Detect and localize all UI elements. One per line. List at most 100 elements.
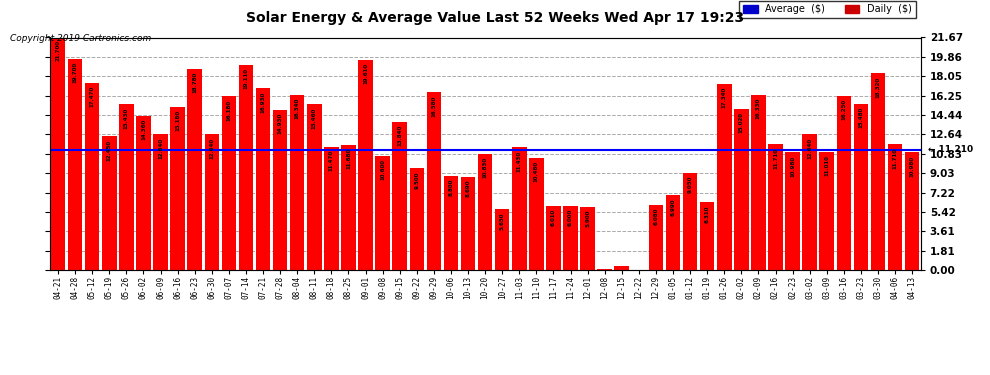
Bar bbox=[375, 156, 390, 270]
Bar bbox=[785, 152, 800, 270]
Text: 14.360: 14.360 bbox=[141, 119, 146, 140]
Text: Copyright 2019 Cartronics.com: Copyright 2019 Cartronics.com bbox=[10, 34, 151, 43]
Text: 18.320: 18.320 bbox=[875, 76, 880, 98]
Text: 17.470: 17.470 bbox=[90, 86, 95, 107]
Text: 15.180: 15.180 bbox=[175, 110, 180, 132]
Text: 16.180: 16.180 bbox=[227, 100, 232, 121]
Text: 6.010: 6.010 bbox=[550, 209, 556, 226]
Bar bbox=[580, 207, 595, 270]
Bar bbox=[444, 176, 458, 270]
Bar bbox=[768, 144, 783, 270]
Bar bbox=[307, 104, 322, 270]
Text: 11.470: 11.470 bbox=[329, 150, 334, 171]
Text: 19.610: 19.610 bbox=[363, 63, 368, 84]
Bar bbox=[853, 104, 868, 270]
Text: 19.700: 19.700 bbox=[72, 62, 77, 83]
Bar bbox=[648, 205, 663, 270]
Bar bbox=[255, 88, 270, 270]
Text: 12.640: 12.640 bbox=[158, 138, 163, 159]
Bar bbox=[324, 147, 339, 270]
Bar bbox=[358, 60, 373, 270]
Bar bbox=[615, 267, 629, 270]
Bar bbox=[68, 58, 82, 270]
Bar bbox=[734, 109, 748, 270]
Text: 17.340: 17.340 bbox=[722, 87, 727, 108]
Text: 16.580: 16.580 bbox=[432, 95, 437, 117]
Text: 15.430: 15.430 bbox=[124, 108, 129, 129]
Bar bbox=[495, 209, 510, 270]
Text: 8.690: 8.690 bbox=[465, 180, 470, 198]
Bar bbox=[427, 92, 442, 270]
Bar bbox=[460, 177, 475, 270]
Bar bbox=[273, 110, 287, 270]
Text: 10.830: 10.830 bbox=[482, 157, 488, 178]
Text: 6.990: 6.990 bbox=[670, 198, 675, 216]
Bar bbox=[85, 82, 99, 270]
Bar bbox=[119, 105, 134, 270]
Text: 11.710: 11.710 bbox=[773, 148, 778, 169]
Bar bbox=[170, 107, 185, 270]
Bar bbox=[342, 145, 355, 270]
Text: 16.340: 16.340 bbox=[295, 98, 300, 119]
Bar bbox=[153, 134, 167, 270]
Bar bbox=[597, 268, 612, 270]
Legend: Average  ($), Daily  ($): Average ($), Daily ($) bbox=[740, 0, 916, 18]
Text: 18.780: 18.780 bbox=[192, 72, 197, 93]
Bar bbox=[837, 96, 851, 270]
Bar bbox=[803, 134, 817, 270]
Text: 12.640: 12.640 bbox=[209, 138, 214, 159]
Bar bbox=[683, 173, 697, 270]
Bar bbox=[512, 147, 527, 270]
Text: 19.110: 19.110 bbox=[244, 68, 248, 89]
Bar bbox=[205, 134, 219, 270]
Text: ← 11.210: ← 11.210 bbox=[928, 145, 973, 154]
Text: 8.800: 8.800 bbox=[448, 179, 453, 196]
Bar bbox=[717, 84, 732, 270]
Text: 11.430: 11.430 bbox=[517, 151, 522, 172]
Text: 10.600: 10.600 bbox=[380, 159, 385, 180]
Text: 10.980: 10.980 bbox=[910, 155, 915, 177]
Text: 5.900: 5.900 bbox=[585, 210, 590, 227]
Bar bbox=[820, 152, 834, 270]
Bar bbox=[102, 136, 117, 270]
Text: 12.450: 12.450 bbox=[107, 140, 112, 161]
Text: 10.980: 10.980 bbox=[790, 155, 795, 177]
Bar bbox=[529, 158, 544, 270]
Text: 21.700: 21.700 bbox=[55, 40, 60, 62]
Bar bbox=[392, 122, 407, 270]
Bar bbox=[239, 65, 253, 270]
Bar bbox=[905, 152, 920, 270]
Text: 6.080: 6.080 bbox=[653, 208, 658, 225]
Text: 11.010: 11.010 bbox=[825, 155, 830, 176]
Text: 6.000: 6.000 bbox=[568, 209, 573, 226]
Bar bbox=[888, 144, 902, 270]
Bar bbox=[751, 95, 765, 270]
Bar bbox=[700, 202, 715, 270]
Bar bbox=[290, 94, 305, 270]
Bar bbox=[410, 168, 424, 270]
Bar bbox=[563, 206, 578, 270]
Bar bbox=[50, 37, 65, 270]
Bar bbox=[187, 69, 202, 270]
Text: 5.650: 5.650 bbox=[500, 213, 505, 230]
Text: Solar Energy & Average Value Last 52 Weeks Wed Apr 17 19:23: Solar Energy & Average Value Last 52 Wee… bbox=[246, 11, 744, 25]
Text: 9.050: 9.050 bbox=[688, 176, 693, 194]
Text: 15.460: 15.460 bbox=[312, 107, 317, 129]
Text: 16.250: 16.250 bbox=[842, 99, 846, 120]
Text: 13.840: 13.840 bbox=[397, 125, 402, 146]
Text: 15.020: 15.020 bbox=[739, 112, 743, 133]
Text: 6.310: 6.310 bbox=[705, 206, 710, 223]
Text: 10.480: 10.480 bbox=[534, 161, 539, 182]
Text: 15.480: 15.480 bbox=[858, 107, 863, 128]
Bar bbox=[871, 74, 885, 270]
Text: 16.330: 16.330 bbox=[756, 98, 761, 119]
Bar bbox=[665, 195, 680, 270]
Text: 12.640: 12.640 bbox=[807, 138, 812, 159]
Text: 11.710: 11.710 bbox=[893, 148, 898, 169]
Bar bbox=[137, 116, 150, 270]
Bar bbox=[546, 206, 560, 270]
Text: 16.930: 16.930 bbox=[260, 92, 265, 113]
Text: 9.500: 9.500 bbox=[414, 171, 420, 189]
Bar bbox=[478, 154, 492, 270]
Bar bbox=[222, 96, 237, 270]
